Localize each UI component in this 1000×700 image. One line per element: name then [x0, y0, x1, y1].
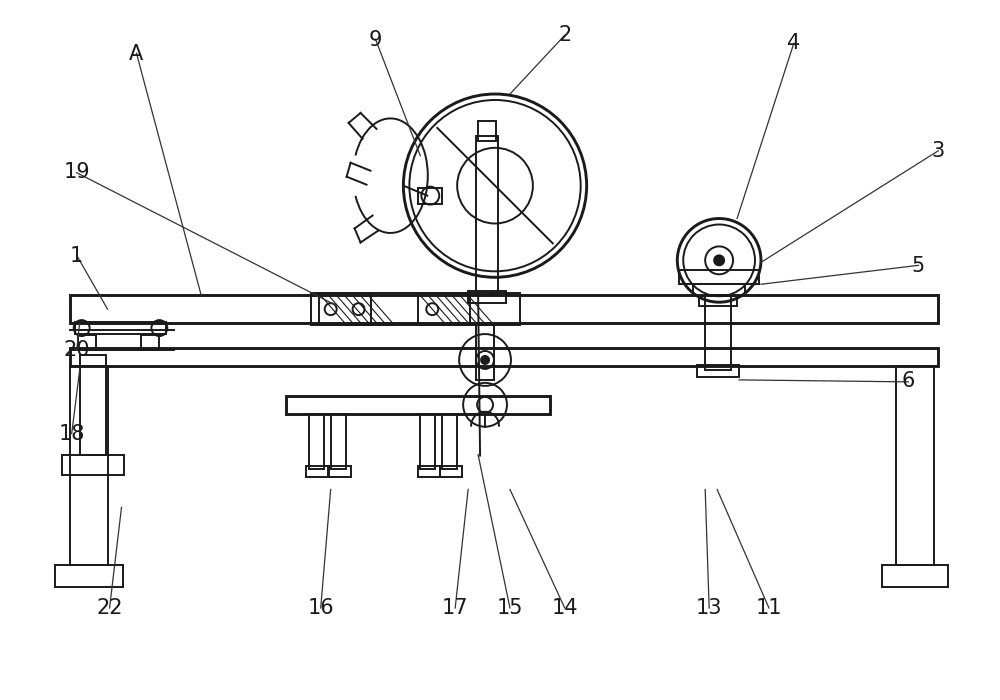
Bar — [420, 414, 435, 468]
Bar — [679, 270, 759, 284]
Bar — [331, 414, 346, 468]
Bar — [882, 565, 948, 587]
Text: 11: 11 — [756, 598, 782, 618]
Bar — [697, 365, 739, 377]
Text: 17: 17 — [442, 598, 468, 618]
Bar — [55, 565, 123, 587]
Bar — [70, 366, 108, 565]
Bar — [309, 414, 324, 468]
Bar — [476, 136, 498, 295]
Bar — [418, 466, 440, 477]
Text: 1: 1 — [70, 246, 83, 266]
Bar — [70, 295, 938, 323]
Bar — [468, 291, 506, 303]
Text: 19: 19 — [63, 162, 90, 182]
Text: 2: 2 — [558, 25, 571, 45]
Bar — [319, 293, 371, 325]
Bar — [442, 414, 457, 468]
Text: 3: 3 — [932, 141, 945, 161]
Text: A: A — [129, 43, 144, 64]
Bar — [699, 296, 737, 306]
Bar — [478, 121, 496, 141]
Circle shape — [481, 356, 489, 364]
Bar — [78, 335, 96, 350]
Text: 5: 5 — [912, 256, 925, 276]
Text: 16: 16 — [307, 598, 334, 618]
Bar — [329, 466, 351, 477]
Bar — [306, 466, 328, 477]
Bar — [80, 355, 106, 454]
Text: 13: 13 — [696, 598, 722, 618]
Bar — [418, 293, 470, 325]
Bar — [705, 295, 731, 370]
Text: 18: 18 — [59, 424, 85, 444]
Text: 20: 20 — [63, 340, 90, 360]
Text: 14: 14 — [551, 598, 578, 618]
Text: 15: 15 — [497, 598, 523, 618]
Bar — [141, 335, 159, 350]
Bar — [70, 348, 938, 366]
Text: 6: 6 — [902, 372, 915, 391]
Bar — [896, 366, 934, 565]
Bar — [440, 466, 462, 477]
Bar — [418, 188, 442, 204]
Text: 4: 4 — [787, 33, 800, 53]
Circle shape — [714, 256, 724, 265]
Bar — [62, 454, 124, 475]
Text: 9: 9 — [369, 29, 382, 50]
Bar — [75, 322, 166, 334]
Bar — [476, 325, 494, 380]
Bar — [693, 284, 745, 296]
Text: 22: 22 — [96, 598, 123, 618]
Bar — [311, 293, 520, 325]
Bar — [286, 395, 550, 414]
